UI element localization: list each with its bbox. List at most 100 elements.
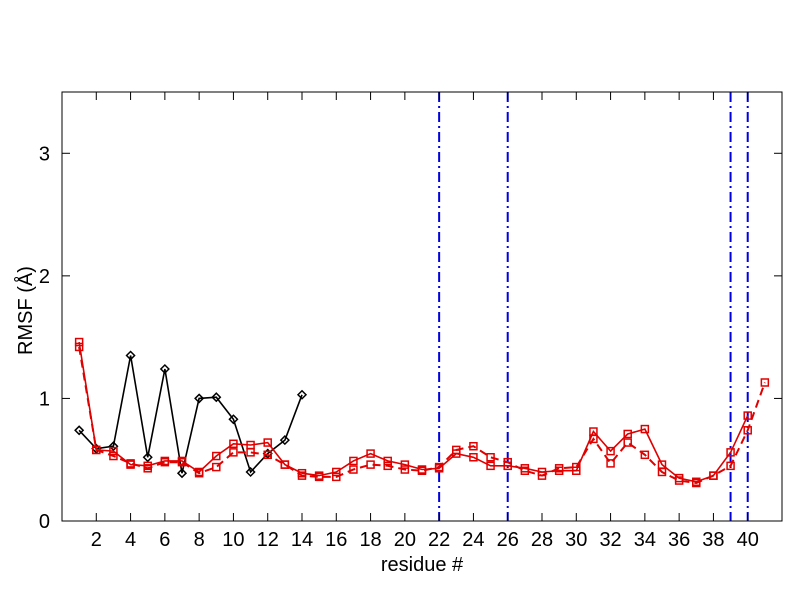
data-point [709,471,718,480]
series-line [78,346,766,485]
x-tick-label: 32 [599,529,621,551]
data-point [572,462,581,472]
x-tick-label: 16 [325,529,347,551]
data-point [212,462,221,472]
data-point [332,472,341,482]
data-point [606,459,615,468]
x-tick-label: 10 [222,529,244,551]
data-point [74,337,84,347]
data-point [296,389,308,400]
data-point [194,468,204,478]
x-axis-label: residue # [381,554,464,576]
data-point [297,471,307,480]
x-tick-label: 14 [291,529,313,551]
data-point [383,456,392,466]
data-point [640,424,650,434]
data-point [92,445,101,455]
data-point [554,464,564,473]
data-point [349,465,358,474]
x-tick-label: 30 [565,529,587,551]
data-point [229,448,238,457]
plot-frame [61,91,783,522]
data-point [109,446,118,456]
data-point [263,438,272,447]
data-point [417,466,427,475]
data-point [228,414,239,425]
x-tick-label: 38 [702,529,724,551]
series-layer [74,337,770,488]
data-point [640,450,650,460]
data-point [486,453,495,462]
x-tick-label: 28 [531,529,553,551]
data-point [623,429,632,439]
data-point [537,471,547,480]
x-tick-label: 24 [462,529,484,551]
data-point [177,457,187,467]
data-point [366,449,375,458]
data-point [245,466,256,478]
data-point [349,456,358,466]
data-point [176,468,188,479]
data-point [280,460,290,469]
data-point [589,434,598,444]
data-point [469,453,478,462]
x-tick-label: 22 [428,529,450,551]
data-point [160,457,170,467]
data-point [469,441,478,451]
x-tick-label: 20 [394,529,416,551]
data-point [383,461,392,471]
data-point [760,378,770,387]
y-axis-label: RMSF (Å) [14,266,37,355]
data-point [674,476,684,485]
data-point [400,460,410,469]
x-tick-label: 2 [91,529,102,551]
data-point [520,466,530,475]
data-point [743,426,752,435]
data-point [74,342,84,352]
y-tick-label: 0 [39,511,50,533]
x-tick-label: 36 [668,529,690,551]
data-point [229,439,238,449]
data-point [108,441,119,452]
data-point [657,467,667,477]
data-point [74,425,85,436]
data-point [452,445,461,455]
data-point [623,438,632,447]
data-point [400,465,410,474]
data-point [692,478,701,488]
x-tick-label: 4 [125,529,136,551]
data-point [606,446,615,456]
y-tick-label: 2 [39,266,50,288]
data-point [366,460,375,469]
data-point [726,448,735,457]
data-point [332,467,341,477]
data-point [246,448,255,457]
x-tick-label: 6 [159,529,170,551]
data-point [263,450,272,460]
data-point [159,363,170,375]
data-point [126,459,135,468]
series-1 [74,337,752,487]
data-point [743,411,752,420]
x-tick-label: 18 [359,529,381,551]
data-point [314,472,324,482]
data-point [142,452,153,463]
data-point [212,451,221,461]
data-point [125,350,136,361]
x-tick-label: 12 [257,529,279,551]
data-point [194,393,205,404]
x-tick-label: 26 [497,529,519,551]
data-point [434,462,444,472]
x-tick-label: 8 [194,529,205,551]
data-point [726,461,735,471]
x-tick-label: 40 [737,529,759,551]
series-2 [74,342,770,488]
x-tick-label: 34 [634,529,656,551]
data-point [486,461,495,471]
data-point [143,464,152,473]
data-point [109,451,118,461]
vertical-reference-lines [438,92,749,521]
data-point [211,392,222,403]
